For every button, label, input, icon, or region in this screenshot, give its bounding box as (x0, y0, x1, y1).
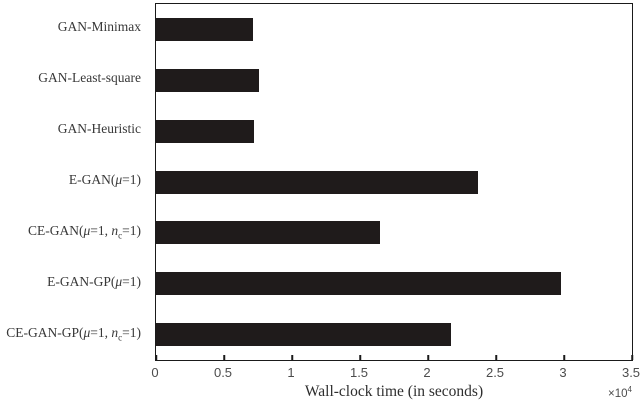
x-tick-label: 1.5 (349, 365, 369, 380)
category-label: E-GAN-GP(μ=1) (47, 273, 141, 289)
category-label: CE-GAN-GP(μ=1, nc=1) (6, 324, 141, 343)
x-tick-label: 2.5 (485, 365, 505, 380)
x-tick-label: 0.5 (213, 365, 233, 380)
x-tick-label: 2 (423, 365, 431, 380)
category-label: GAN-Minimax (57, 19, 141, 35)
x-tick (155, 355, 157, 360)
x-tick (291, 355, 293, 360)
x-tick (359, 355, 361, 360)
bar (156, 323, 452, 347)
x-axis-title: Wall-clock time (in seconds) (304, 383, 484, 400)
x-tick (427, 355, 429, 360)
bar (156, 17, 253, 41)
x-tick (223, 355, 225, 360)
axis-multiplier-exponent: 4 (627, 385, 632, 394)
x-tick (563, 355, 565, 360)
x-tick-label: 1 (287, 365, 295, 380)
x-tick (495, 355, 497, 360)
x-tick-label: 0 (151, 365, 159, 380)
bar (156, 221, 381, 245)
x-tick-label: 3 (559, 365, 567, 380)
x-tick-label: 3.5 (621, 365, 640, 380)
axis-multiplier-base: ×10 (608, 387, 628, 400)
bar (156, 68, 260, 92)
x-axis-tick-labels: 0 0.5 1 1.5 2 2.5 3 3.5 (151, 365, 640, 383)
category-label: E-GAN(μ=1) (68, 172, 141, 187)
bar (156, 119, 254, 143)
bar (156, 272, 562, 296)
axis-multiplier: ×104 (608, 385, 632, 400)
plot-area (155, 3, 633, 361)
x-tick (631, 355, 633, 360)
y-axis-category-labels: GAN-Minimax GAN-Least-square GAN-Heuristic… (0, 3, 148, 359)
bar (156, 170, 479, 194)
category-label: GAN-Heuristic (57, 121, 141, 137)
category-label: GAN-Least-square (38, 70, 141, 86)
category-label: CE-GAN(μ=1, nc=1) (27, 222, 141, 241)
